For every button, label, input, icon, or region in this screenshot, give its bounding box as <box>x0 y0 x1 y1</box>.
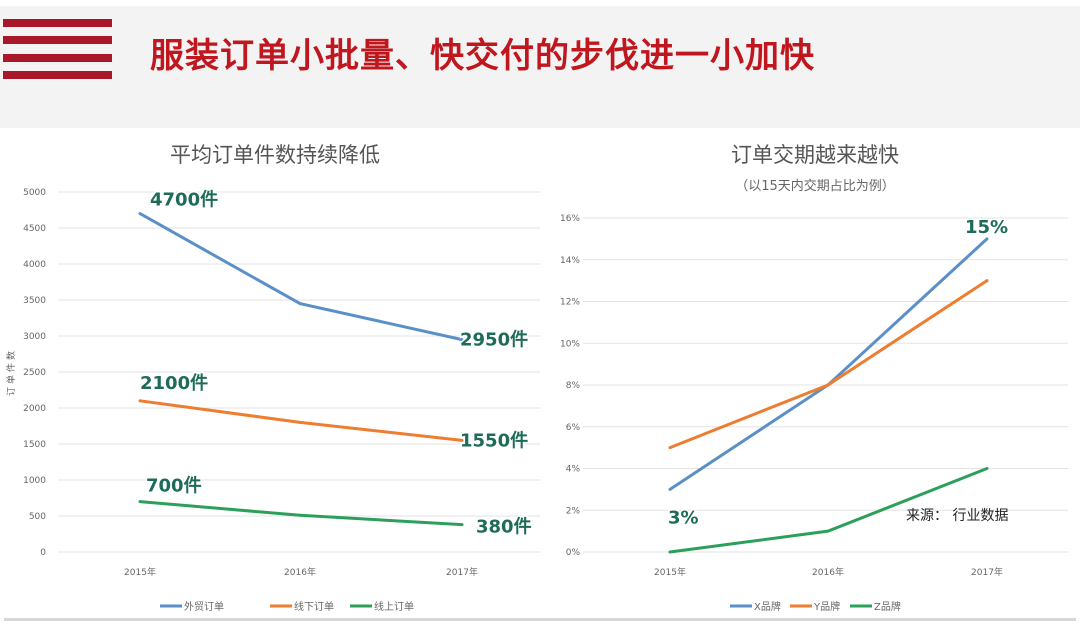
legend-label: X品牌 <box>754 600 781 613</box>
stripe-decoration <box>3 71 112 79</box>
series-line-线下订单 <box>139 399 463 442</box>
legend-label: 线上订单 <box>374 600 414 613</box>
data-label: 2100件 <box>140 372 208 394</box>
y-tick-label: 8% <box>566 381 581 391</box>
x-tick-label: 2017年 <box>971 566 1003 578</box>
chart-title: 平均订单件数持续降低 <box>170 143 380 167</box>
data-point <box>460 523 464 527</box>
legend-label: 外贸订单 <box>184 601 224 613</box>
data-point <box>668 446 672 450</box>
y-tick-label: 4000 <box>23 260 46 270</box>
data-point <box>826 383 830 387</box>
data-point <box>298 513 302 517</box>
series-line-外贸订单 <box>139 212 463 342</box>
legend-label: Z品牌 <box>874 600 901 613</box>
stripe-decoration <box>3 54 112 62</box>
legend-label: 线下订单 <box>294 600 334 613</box>
y-tick-label: 0% <box>566 548 581 558</box>
y-tick-label: 16% <box>560 214 580 224</box>
chart-subtitle: （以15天内交期占比为例） <box>735 178 895 194</box>
y-tick-label: 3000 <box>23 332 46 342</box>
y-tick-label: 12% <box>560 298 580 308</box>
y-tick-label: 3500 <box>23 296 46 306</box>
y-tick-label: 1000 <box>23 476 46 486</box>
y-tick-label: 14% <box>560 256 580 266</box>
y-tick-label: 10% <box>560 339 580 349</box>
data-point <box>826 529 830 533</box>
data-point <box>668 550 672 554</box>
y-tick-label: 2% <box>566 506 581 516</box>
series-line-线上订单 <box>139 500 463 527</box>
y-tick-label: 2000 <box>23 404 46 414</box>
data-label: 4700件 <box>150 189 218 211</box>
page-title: 服装订单小批量、快交付的步伐进一小加快 <box>150 36 815 76</box>
stripe-decoration <box>3 36 112 44</box>
data-point <box>985 279 989 283</box>
data-point <box>460 338 464 342</box>
data-label: 15% <box>965 217 1008 238</box>
y-tick-label: 500 <box>29 512 46 522</box>
y-tick-label: 1500 <box>23 440 46 450</box>
x-tick-label: 2015年 <box>124 566 156 578</box>
y-axis-label: 订单件数 <box>5 348 17 396</box>
data-point <box>138 212 142 216</box>
data-point <box>298 420 302 424</box>
y-tick-label: 4500 <box>23 224 46 234</box>
y-tick-label: 0 <box>40 548 46 558</box>
data-point <box>298 302 302 306</box>
x-tick-label: 2016年 <box>284 566 316 578</box>
x-tick-label: 2015年 <box>654 566 686 578</box>
chart-area <box>4 128 1076 621</box>
y-tick-label: 5000 <box>23 188 46 198</box>
series-line-Y品牌 <box>669 279 988 450</box>
data-label: 700件 <box>146 475 202 497</box>
y-tick-label: 6% <box>566 423 581 433</box>
chart-title: 订单交期越来越快 <box>731 143 899 167</box>
data-label: 380件 <box>476 516 532 538</box>
data-point <box>138 399 142 403</box>
data-label: 1550件 <box>460 429 528 451</box>
data-point <box>138 500 142 504</box>
header-banner: 服装订单小批量、快交付的步伐进一小加快 <box>0 6 1080 128</box>
data-label: 2950件 <box>460 329 528 351</box>
series-line-X品牌 <box>669 237 989 491</box>
legend-label: Y品牌 <box>813 600 840 613</box>
source-note: 来源： 行业数据 <box>906 508 1008 524</box>
x-tick-label: 2016年 <box>812 566 844 578</box>
x-tick-label: 2017年 <box>446 566 478 578</box>
data-point <box>668 487 672 491</box>
data-point <box>985 237 989 241</box>
data-point <box>985 467 989 470</box>
data-point <box>460 438 464 442</box>
data-label: 3% <box>668 507 699 528</box>
stripe-decoration <box>3 19 112 27</box>
y-tick-label: 2500 <box>23 368 46 378</box>
y-tick-label: 4% <box>566 465 581 475</box>
